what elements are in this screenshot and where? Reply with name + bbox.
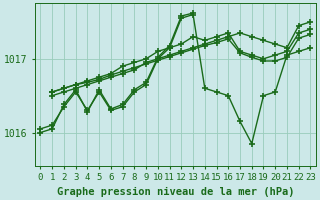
X-axis label: Graphe pression niveau de la mer (hPa): Graphe pression niveau de la mer (hPa) (57, 186, 294, 197)
